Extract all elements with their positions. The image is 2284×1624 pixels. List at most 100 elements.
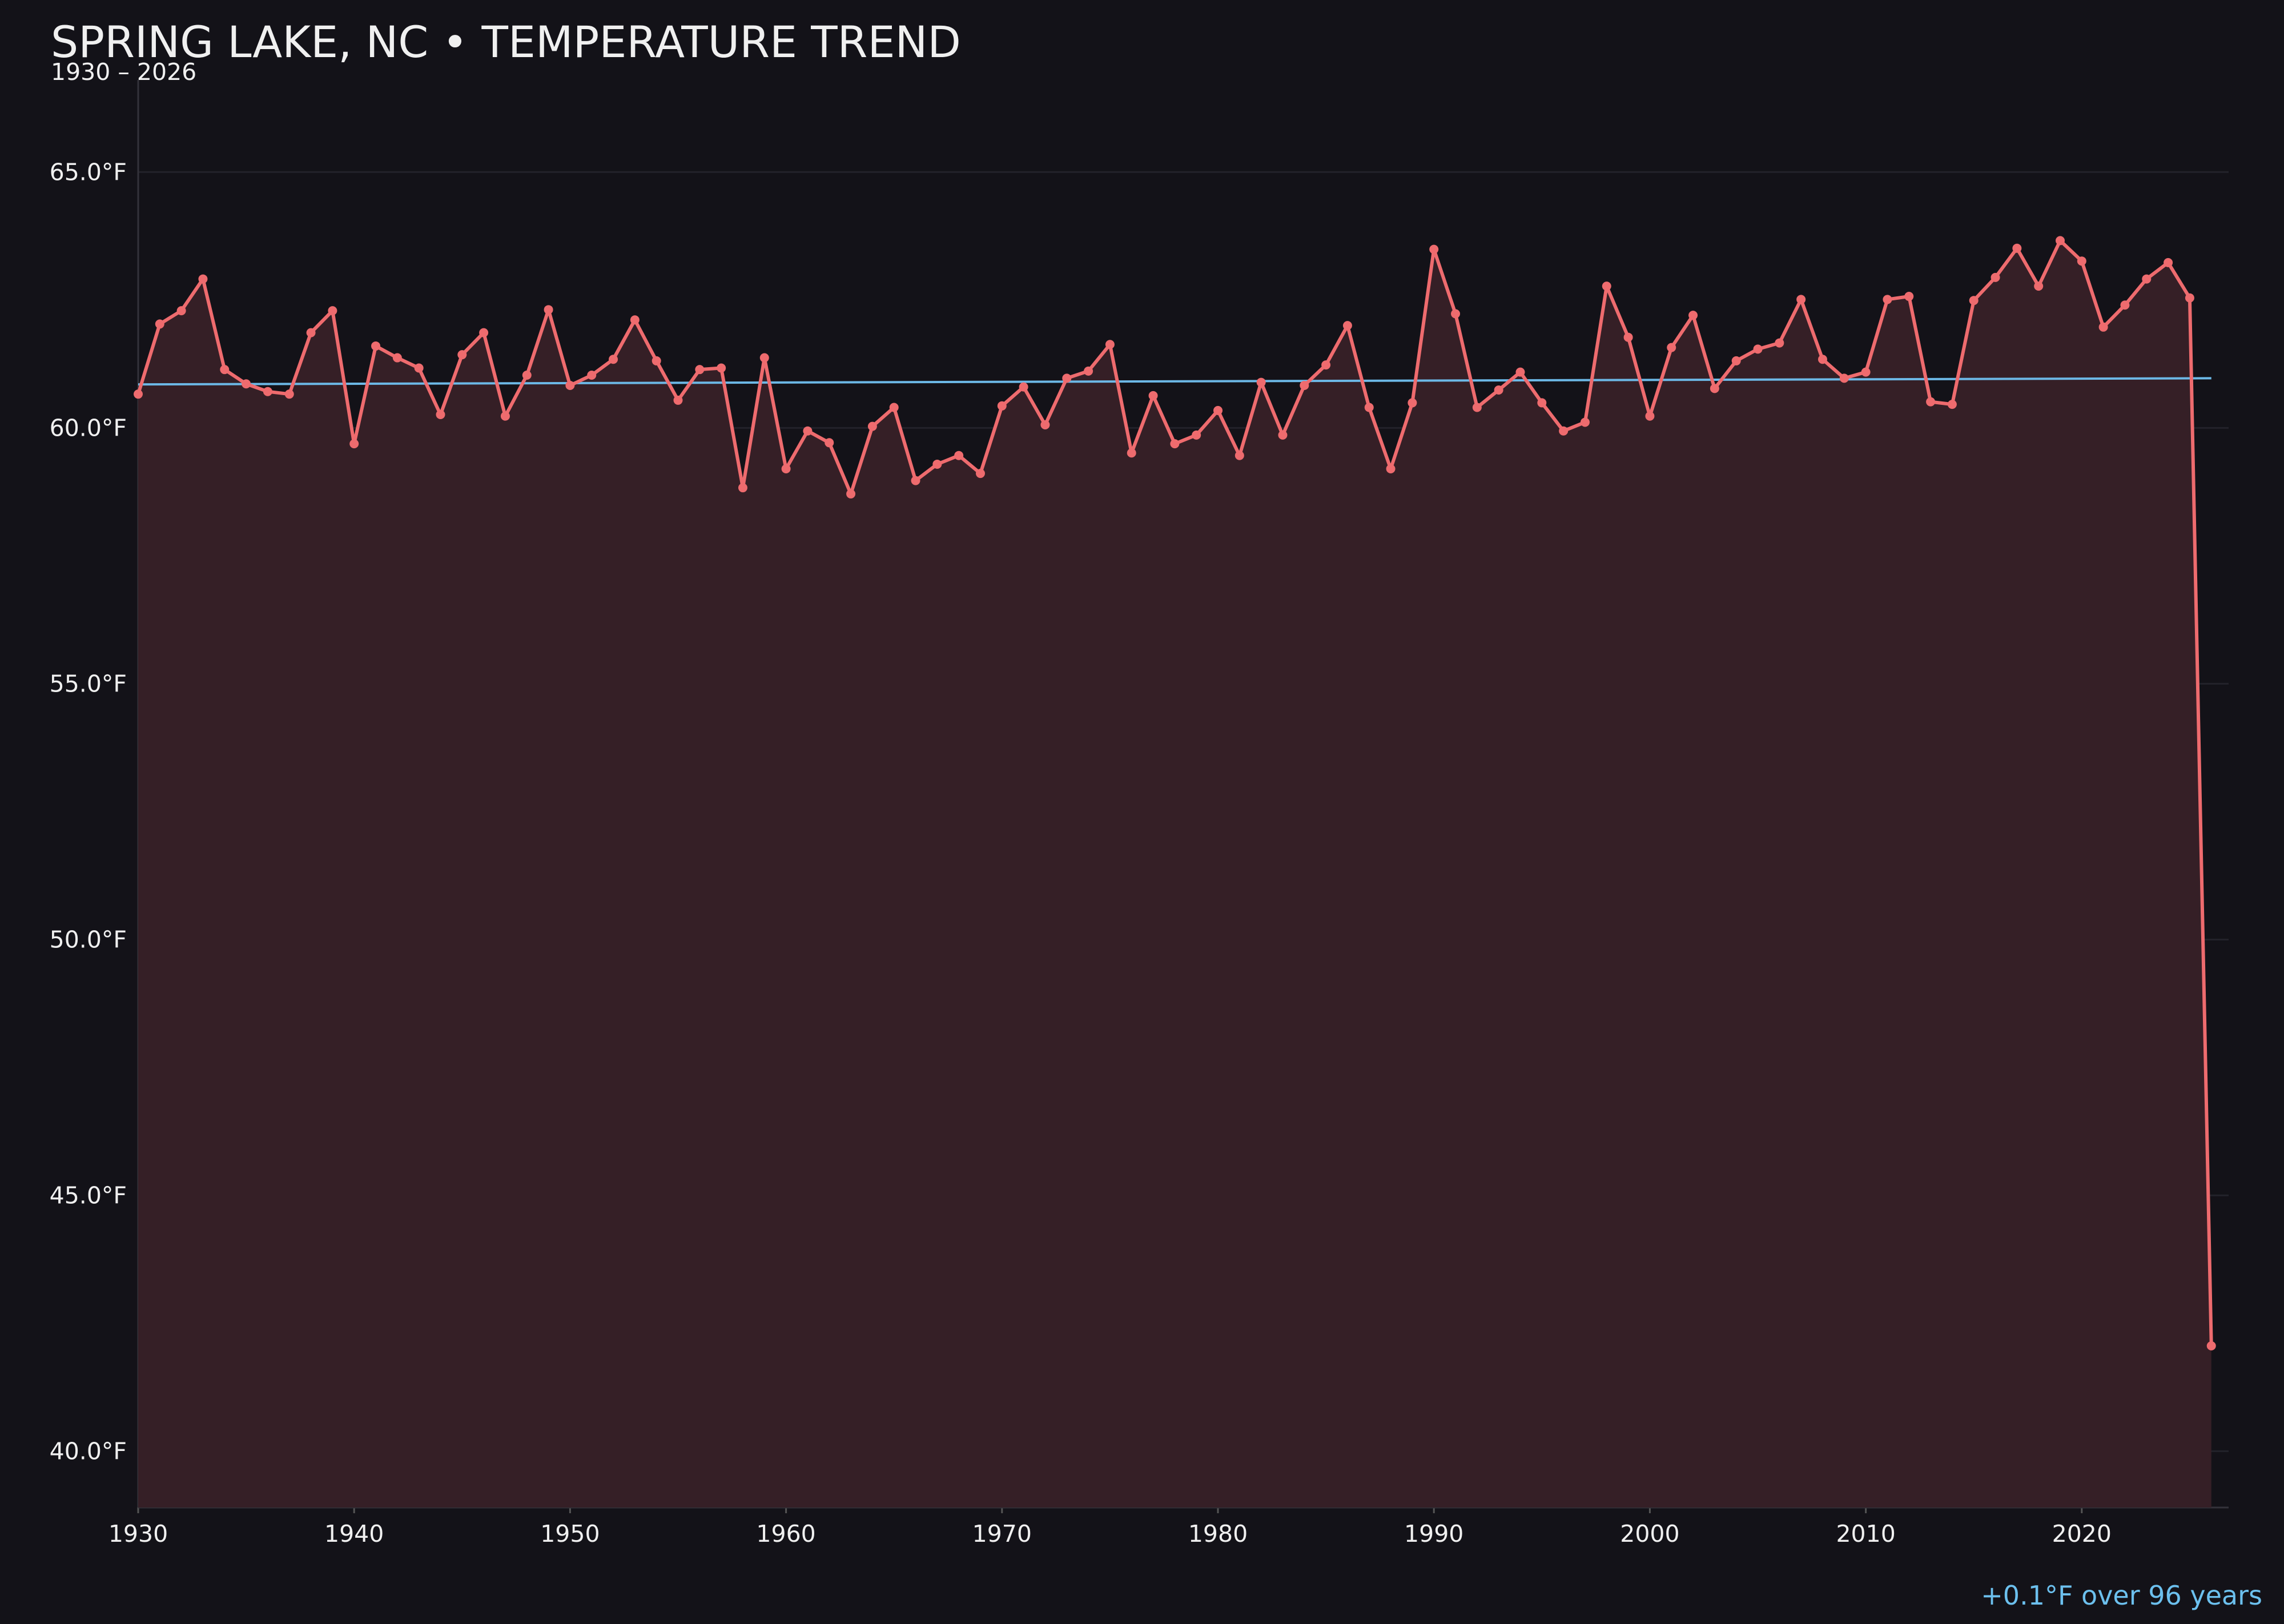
point (781, 464, 791, 474)
point (1213, 405, 1223, 415)
point (1170, 439, 1180, 449)
point (1019, 382, 1028, 392)
point (2164, 258, 2173, 267)
point (1472, 403, 1482, 412)
point (2120, 300, 2130, 310)
point (1256, 377, 1266, 387)
point (2206, 1341, 2216, 1350)
point (997, 401, 1007, 411)
point (328, 306, 337, 316)
trend-line (138, 377, 2211, 386)
point (1580, 417, 1590, 427)
point (1688, 311, 1698, 320)
x-tick-label: 1930 (108, 1520, 168, 1547)
y-tick-label: 55.0°F (50, 670, 127, 697)
point (1796, 295, 1806, 304)
point (2077, 256, 2086, 266)
point (1278, 430, 1288, 440)
x-tick-label: 2020 (2052, 1520, 2112, 1547)
point (1105, 340, 1115, 349)
point (284, 389, 294, 399)
point (1904, 292, 1914, 302)
point (414, 363, 424, 373)
point (695, 365, 705, 375)
point (1342, 321, 1352, 331)
point (1839, 373, 1849, 383)
point (825, 438, 834, 448)
point (1386, 464, 1396, 474)
point (1623, 332, 1633, 342)
point (1451, 309, 1461, 319)
point (932, 459, 942, 469)
point (1731, 356, 1741, 365)
point (867, 421, 877, 431)
chart-subtitle: 1930 – 2026 (51, 58, 196, 86)
point (630, 315, 640, 325)
point (1710, 384, 1719, 393)
point (889, 403, 899, 412)
point (975, 469, 985, 479)
point (1753, 344, 1763, 354)
point (609, 355, 618, 364)
point (306, 328, 316, 337)
point (1300, 380, 1309, 390)
point (1062, 373, 1072, 383)
point (1969, 296, 1979, 305)
point (1775, 338, 1784, 348)
point (759, 353, 769, 363)
point (263, 387, 272, 396)
point (1991, 272, 2000, 282)
point (2098, 322, 2108, 332)
point (1429, 244, 1439, 254)
point (1947, 400, 1957, 409)
point (500, 411, 510, 421)
point (134, 389, 143, 399)
point (1817, 355, 1827, 364)
point (911, 476, 920, 485)
point (2142, 274, 2152, 284)
area (138, 240, 2211, 1508)
point (565, 380, 575, 390)
y-tick-label: 40.0°F (50, 1437, 127, 1465)
point (587, 371, 597, 380)
point (1127, 448, 1136, 458)
point (349, 439, 359, 449)
x-tick-label: 1970 (972, 1520, 1032, 1547)
point (1040, 420, 1050, 429)
chart-title: SPRING LAKE, NC • TEMPERATURE TREND (51, 17, 961, 67)
y-tick-label: 65.0°F (50, 158, 127, 186)
point (1494, 385, 1503, 395)
point (1861, 367, 1871, 377)
point (1926, 397, 1936, 407)
point (1148, 391, 1158, 400)
x-tick-label: 2010 (1836, 1520, 1895, 1547)
point (1645, 411, 1655, 421)
point (1084, 366, 1093, 376)
point (176, 306, 186, 316)
point (954, 451, 964, 460)
point (1559, 426, 1569, 436)
y-tick-label: 45.0°F (50, 1181, 127, 1209)
point (242, 379, 251, 389)
point (436, 410, 445, 420)
point (738, 483, 747, 493)
point (846, 489, 856, 499)
x-tick-label: 1990 (1404, 1520, 1463, 1547)
trend-annotation: +0.1°F over 96 years (1981, 1580, 2262, 1611)
point (717, 363, 726, 373)
y-tick-label: 50.0°F (50, 926, 127, 953)
point (198, 274, 208, 284)
point (1408, 398, 1417, 408)
point (220, 365, 230, 375)
point (522, 371, 532, 380)
x-tick-label: 1950 (540, 1520, 600, 1547)
point (392, 353, 402, 363)
point (457, 350, 467, 360)
point (1602, 282, 1611, 291)
point (371, 341, 381, 351)
point (479, 328, 489, 337)
point (1364, 403, 1374, 412)
x-tick-label: 1960 (756, 1520, 815, 1547)
